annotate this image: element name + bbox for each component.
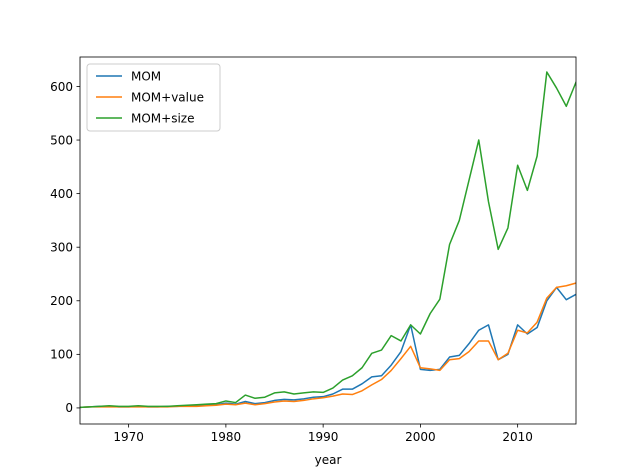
legend-box (86, 63, 221, 132)
axes: 1970 1980 1990 2000 2010 0 100 200 300 400 500 600 (50, 56, 577, 444)
y-tick-label: 0 (65, 401, 73, 415)
x-tick-label: 2010 (502, 430, 533, 444)
x-tick-label: 1970 (113, 430, 144, 444)
y-tick-label: 500 (50, 133, 73, 147)
legend-label: MOM+value (131, 90, 204, 104)
x-tick-label: 2000 (405, 430, 436, 444)
legend-label: MOM (131, 69, 161, 83)
x-tick-label: 1980 (211, 430, 242, 444)
y-tick-label: 300 (50, 240, 73, 254)
series-lines (80, 71, 576, 409)
x-axis-label: year (315, 453, 342, 467)
y-tick-label: 400 (50, 187, 73, 201)
y-tick-label: 100 (50, 348, 73, 362)
y-tick-label: 200 (50, 294, 73, 308)
axes-frame (79, 56, 577, 425)
y-tick-label: 600 (50, 80, 73, 94)
legend: MOM MOM+value MOM+size (86, 63, 221, 132)
x-tick-label: 1990 (308, 430, 339, 444)
legend-label: MOM+size (131, 111, 194, 125)
series-line-3 (80, 71, 576, 409)
